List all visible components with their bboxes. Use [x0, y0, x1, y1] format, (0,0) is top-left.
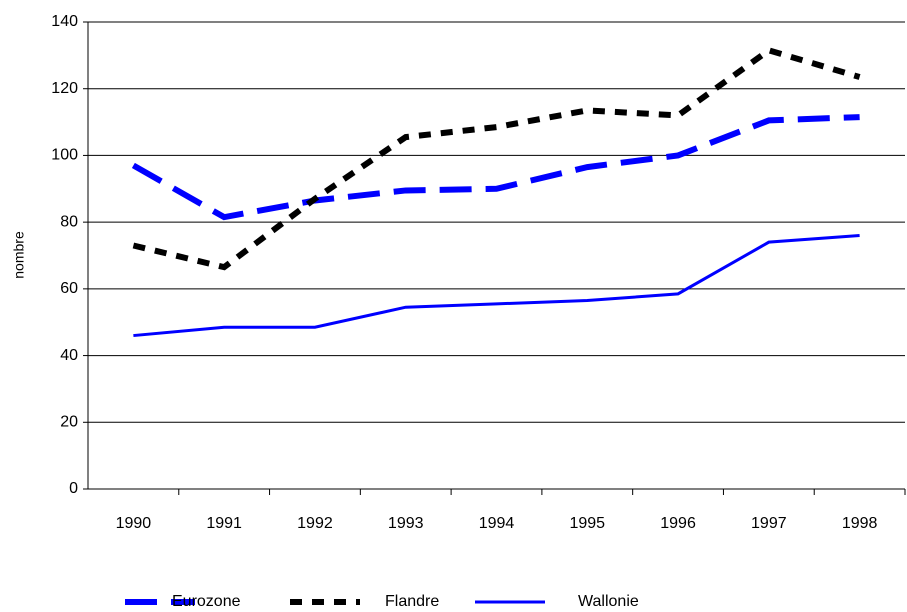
series-line: [131, 114, 860, 221]
x-tick-label: 1996: [660, 515, 696, 532]
legend-label: Eurozone: [172, 593, 241, 610]
x-tick-label: 1992: [297, 515, 333, 532]
y-tick-label: 120: [51, 80, 78, 97]
x-tick-label: 1993: [388, 515, 424, 532]
x-tick-label: 1990: [116, 515, 152, 532]
x-tick-label: 1991: [206, 515, 242, 532]
series-line: [133, 233, 860, 338]
legend-label: Wallonie: [578, 593, 639, 610]
y-axis-label: nombre: [11, 231, 27, 279]
x-tick-label: 1997: [751, 515, 787, 532]
y-tick-label: 60: [60, 280, 78, 297]
legend-label: Flandre: [385, 593, 439, 610]
y-tick-label: 0: [69, 480, 78, 497]
x-tick-label: 1998: [842, 515, 878, 532]
y-tick-label: 80: [60, 213, 78, 230]
y-tick-label: 140: [51, 13, 78, 30]
y-tick-label: 20: [60, 414, 78, 431]
series-line: [132, 47, 861, 271]
x-tick-label: 1995: [569, 515, 605, 532]
y-tick-label: 40: [60, 347, 78, 364]
y-tick-label: 100: [51, 147, 78, 164]
x-tick-label: 1994: [479, 515, 515, 532]
